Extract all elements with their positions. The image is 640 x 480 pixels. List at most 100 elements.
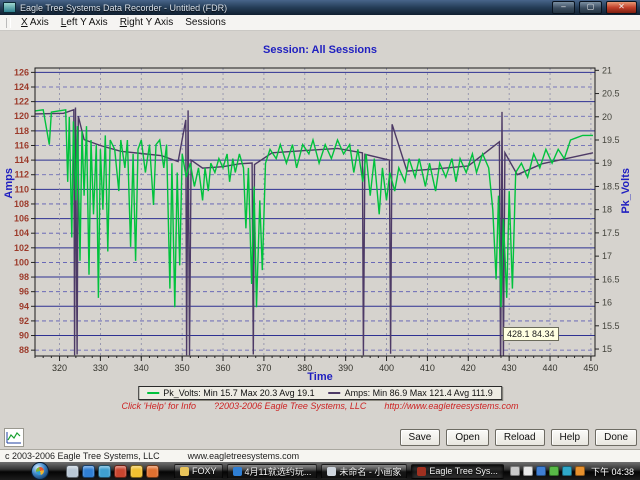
taskbar-button-paint[interactable]: 未命名 - 小画家: [321, 463, 408, 479]
smiley-icon[interactable]: [130, 464, 143, 478]
website-link[interactable]: http://www.eagletreesystems.com: [384, 401, 519, 411]
app-launcher-icon[interactable]: [146, 464, 159, 478]
legend-entry-pkvolts: Pk_Volts: Min 15.7 Max 20.3 Avg 19.1: [147, 388, 315, 398]
done-button[interactable]: Done: [595, 429, 637, 446]
taskbar-buttons: FOXY 4月11就选约玩... 未命名 - 小画家 Eagle Tree Sys..…: [174, 463, 504, 479]
menu-sessions[interactable]: Sessions: [185, 17, 226, 28]
globe-icon[interactable]: [98, 464, 111, 478]
svg-text:20.5: 20.5: [602, 89, 620, 99]
minimize-button[interactable]: –: [552, 1, 575, 14]
input-method-icon[interactable]: [522, 466, 533, 476]
help-hint-text: Click 'Help' for Info: [121, 401, 196, 411]
svg-text:370: 370: [256, 363, 271, 373]
svg-text:450: 450: [583, 363, 598, 373]
svg-text:21: 21: [602, 65, 612, 75]
svg-text:360: 360: [216, 363, 231, 373]
svg-text:16.5: 16.5: [602, 274, 620, 284]
legend-text: Amps: Min 86.9 Max 121.4 Avg 111.9: [344, 388, 493, 398]
status-url[interactable]: www.eagletreesystems.com: [187, 451, 300, 461]
svg-text:17.5: 17.5: [602, 228, 620, 238]
media-player-icon[interactable]: [114, 464, 127, 478]
chart-plot[interactable]: 126 124 122 120 118 116 114 112 110 108 106 104 102 1…: [0, 58, 640, 376]
taskbar-button-label: 未命名 - 小画家: [339, 466, 402, 477]
toolbar-grip: [6, 17, 11, 28]
mail-tray-icon[interactable]: [509, 466, 520, 476]
svg-text:124: 124: [14, 82, 29, 92]
svg-text:88: 88: [19, 345, 29, 355]
show-desktop-icon[interactable]: [66, 464, 79, 478]
svg-text:350: 350: [175, 363, 190, 373]
svg-text:126: 126: [14, 67, 29, 77]
series-pk_volts[interactable]: [27, 108, 593, 308]
eagle-tree-icon: [417, 466, 427, 476]
windows-logo-icon: [35, 466, 45, 476]
svg-text:106: 106: [14, 214, 29, 224]
legend-text: Pk_Volts: Min 15.7 Max 20.3 Avg 19.1: [163, 388, 315, 398]
svg-text:320: 320: [52, 363, 67, 373]
taskbar-button-label: FOXY: [192, 466, 217, 476]
svg-text:120: 120: [14, 111, 29, 121]
close-button[interactable]: ✕: [606, 1, 637, 14]
maximize-button[interactable]: ▢: [579, 1, 602, 14]
data-point-tooltip: 428.1 84.34: [503, 327, 559, 341]
svg-text:330: 330: [93, 363, 108, 373]
ie-browser-icon[interactable]: [82, 464, 95, 478]
reload-button[interactable]: Reload: [494, 429, 545, 446]
update-tray-icon[interactable]: [535, 466, 546, 476]
svg-text:440: 440: [543, 363, 558, 373]
svg-text:112: 112: [14, 170, 29, 180]
svg-text:104: 104: [14, 228, 29, 238]
window-title: Eagle Tree Systems Data Recorder - Untit…: [20, 2, 228, 13]
svg-text:92: 92: [19, 316, 29, 326]
svg-text:122: 122: [14, 97, 29, 107]
svg-text:18: 18: [602, 205, 612, 215]
title-bar[interactable]: Eagle Tree Systems Data Recorder - Untit…: [0, 0, 640, 15]
menu-right-y-axis[interactable]: Right Y Axis: [119, 17, 174, 28]
taskbar-clock[interactable]: 下午 04:38: [590, 466, 634, 477]
svg-text:18.5: 18.5: [602, 181, 620, 191]
paint-icon: [327, 466, 337, 476]
svg-text:420: 420: [461, 363, 476, 373]
taskbar-button-browser[interactable]: 4月11就选约玩...: [226, 463, 318, 479]
start-button[interactable]: [31, 462, 49, 480]
status-bar: c 2003-2006 Eagle Tree Systems, LLC www.…: [0, 449, 640, 462]
svg-text:15.5: 15.5: [602, 321, 620, 331]
system-tray: 下午 04:38: [509, 465, 637, 478]
svg-text:16: 16: [602, 298, 612, 308]
svg-text:96: 96: [19, 287, 29, 297]
save-button[interactable]: Save: [399, 429, 441, 446]
svg-text:102: 102: [14, 243, 29, 253]
svg-text:19: 19: [602, 158, 612, 168]
legend-line-swatch: [147, 392, 160, 394]
menu-left-y-axis[interactable]: Left Y Axis: [60, 17, 108, 28]
svg-text:15: 15: [602, 344, 612, 354]
svg-text:118: 118: [14, 126, 29, 136]
footer-note: Click 'Help' for Info ?2003-2006 Eagle T…: [0, 401, 640, 411]
legend-entry-amps: Amps: Min 86.9 Max 121.4 Avg 111.9: [328, 388, 493, 398]
svg-text:390: 390: [338, 363, 353, 373]
menu-x-axis[interactable]: X Axis: [21, 17, 49, 28]
folder-icon: [180, 466, 189, 476]
messenger-tray-icon[interactable]: [548, 466, 559, 476]
mini-chart-icon: [4, 428, 24, 447]
help-button[interactable]: Help: [550, 429, 590, 446]
security-tray-icon[interactable]: [574, 466, 585, 476]
svg-text:108: 108: [14, 199, 29, 209]
chat-tray-icon[interactable]: [561, 466, 572, 476]
svg-text:410: 410: [420, 363, 435, 373]
svg-text:116: 116: [14, 140, 29, 150]
svg-text:430: 430: [502, 363, 517, 373]
chart-title: Session: All Sessions: [263, 44, 377, 56]
open-button[interactable]: Open: [446, 429, 489, 446]
svg-text:20: 20: [602, 112, 612, 122]
svg-text:100: 100: [14, 257, 29, 267]
svg-text:400: 400: [379, 363, 394, 373]
taskbar-button-eagle-tree[interactable]: Eagle Tree Sys...: [411, 463, 504, 479]
svg-text:17: 17: [602, 251, 612, 261]
svg-text:98: 98: [19, 272, 29, 282]
app-icon: [3, 2, 16, 13]
browser-icon: [232, 466, 242, 476]
taskbar-button-folder[interactable]: FOXY: [174, 463, 223, 479]
quick-launch-bar: [66, 464, 159, 478]
